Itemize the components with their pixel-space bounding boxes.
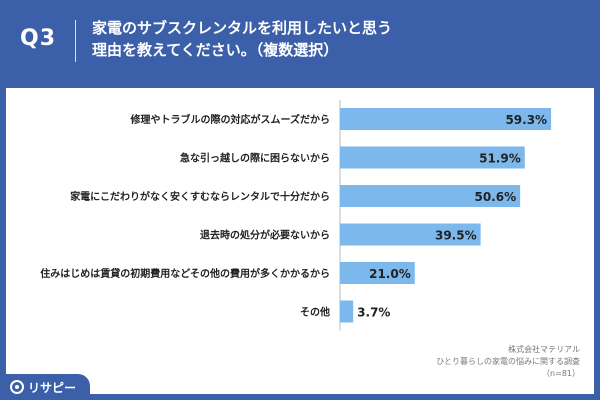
bar-2 — [340, 185, 521, 207]
header-divider — [75, 20, 76, 62]
source-company: 株式会社マテリアル — [508, 345, 580, 354]
bar-3 — [340, 223, 481, 246]
value-label-4: 21.0% — [369, 267, 411, 281]
question-number: Q3 — [20, 26, 57, 51]
value-label-2: 50.6% — [474, 190, 516, 204]
bar-0 — [340, 108, 552, 130]
value-label-5: 3.7% — [357, 306, 390, 320]
source-note: 株式会社マテリアル ひとり暮らしの家電の悩みに関する調査 （n=81） — [436, 344, 580, 380]
category-label-4: 住みはじめは賃貸の初期費用などその他の費用が多くかかるから — [40, 267, 330, 280]
category-label-5: その他 — [300, 306, 330, 319]
logo-circle-icon — [10, 380, 24, 394]
chart-panel: 修理やトラブルの際の対応がスムーズだから 59.3% 急な引っ越しの際に困らないから… — [6, 88, 594, 394]
source-sample-size: （n=81） — [542, 369, 580, 378]
bar-chart: 修理やトラブルの際の対応がスムーズだから 59.3% 急な引っ越しの際に困らないから… — [40, 100, 552, 331]
source-survey: ひとり暮らしの家電の悩みに関する調査 — [436, 357, 580, 366]
bar-4 — [340, 262, 415, 284]
question-title-line1: 家電のサブスクレンタルを利用したいと思う — [92, 19, 393, 37]
value-label-3: 39.5% — [435, 229, 477, 243]
bar-1 — [340, 146, 525, 169]
brand-logo: リサピー — [0, 374, 90, 400]
question-title-line2: 理由を教えてください。（複数選択） — [92, 41, 339, 59]
question-title: 家電のサブスクレンタルを利用したいと思う 理由を教えてください。（複数選択） — [92, 17, 392, 61]
logo-text: リサピー — [28, 380, 77, 395]
category-label-1: 急な引っ越しの際に困らないから — [180, 152, 330, 165]
category-label-3: 退去時の処分が必要ないから — [200, 229, 330, 242]
value-label-1: 51.9% — [479, 152, 521, 166]
header-bar: Q3 家電のサブスクレンタルを利用したいと思う 理由を教えてください。（複数選択… — [0, 0, 600, 80]
category-label-2: 家電にこだわりがなく安くすむならレンタルで十分だから — [70, 190, 330, 203]
bar-5 — [340, 300, 354, 323]
value-label-0: 59.3% — [505, 113, 547, 127]
category-label-0: 修理やトラブルの際の対応がスムーズだから — [130, 113, 331, 126]
